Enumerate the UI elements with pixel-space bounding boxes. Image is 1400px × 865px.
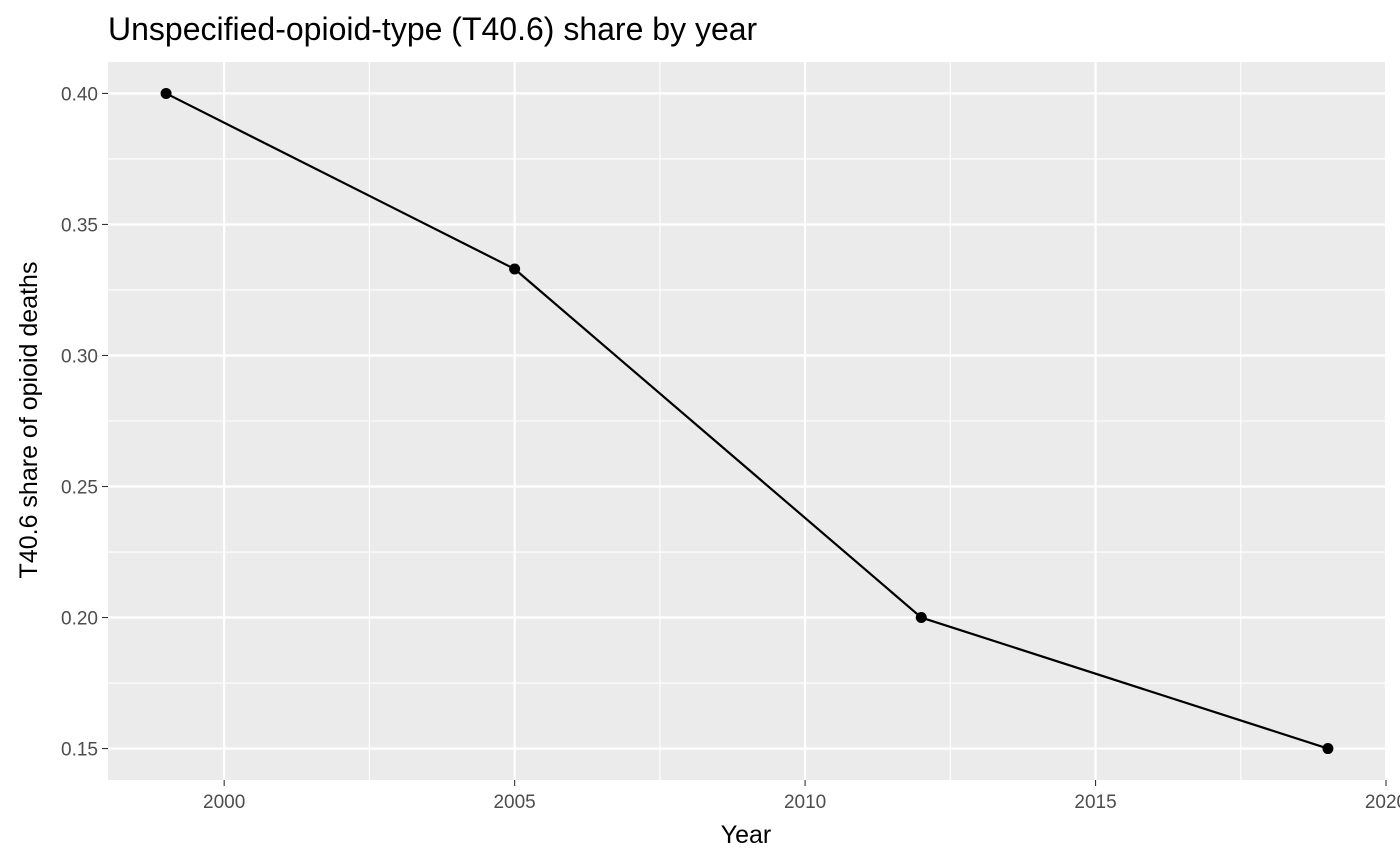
x-tick-label: 2000 bbox=[203, 792, 245, 813]
x-tick-label: 2020 bbox=[1365, 792, 1400, 813]
x-tick-label: 2010 bbox=[784, 792, 826, 813]
x-axis: 2000 2005 2010 2015 2020 bbox=[203, 780, 1400, 813]
data-point bbox=[915, 612, 927, 624]
y-tick-label: 0.15 bbox=[61, 740, 98, 761]
minor-gridlines bbox=[108, 62, 1386, 780]
major-gridlines bbox=[108, 62, 1388, 780]
data-point bbox=[509, 263, 521, 275]
data-point bbox=[160, 87, 172, 99]
series-line bbox=[165, 92, 1329, 750]
chart-title: Unspecified-opioid-type (T40.6) share by… bbox=[108, 11, 758, 47]
y-tick-label: 0.20 bbox=[61, 609, 98, 630]
y-axis-title: T40.6 share of opioid deaths bbox=[15, 262, 43, 579]
y-tick-label: 0.25 bbox=[61, 478, 98, 499]
x-tick-label: 2005 bbox=[493, 792, 535, 813]
y-axis: 0.15 0.20 0.25 0.30 0.35 0.40 bbox=[61, 84, 108, 761]
x-tick-label: 2015 bbox=[1074, 792, 1116, 813]
data-point bbox=[1322, 743, 1334, 755]
y-tick-label: 0.30 bbox=[61, 346, 98, 367]
series-layer bbox=[160, 87, 1334, 755]
y-tick-label: 0.40 bbox=[61, 84, 98, 105]
x-axis-title: Year bbox=[721, 821, 772, 849]
y-tick-label: 0.35 bbox=[61, 215, 98, 236]
